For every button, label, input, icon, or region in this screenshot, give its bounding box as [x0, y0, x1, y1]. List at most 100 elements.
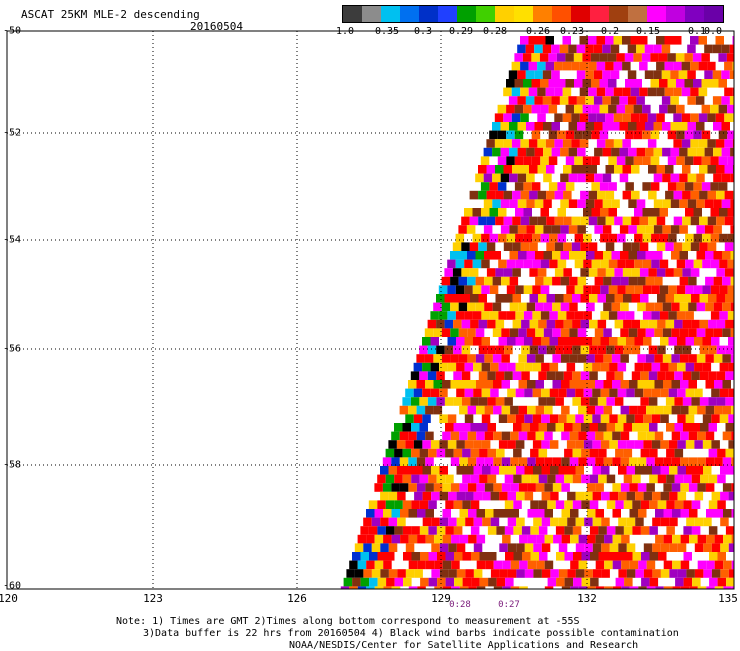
swath-cell	[621, 561, 630, 570]
swath-cell	[719, 311, 728, 320]
swath-cell	[601, 543, 610, 552]
swath-cell	[683, 320, 692, 329]
swath-cell	[603, 251, 612, 260]
swath-cell	[544, 251, 553, 260]
swath-cell	[723, 561, 732, 570]
swath-cell	[515, 79, 524, 88]
swath-cell	[462, 397, 471, 406]
swath-cell	[657, 371, 666, 380]
swath-cell	[696, 174, 705, 183]
swath-cell	[714, 380, 723, 389]
swath-cell	[618, 492, 627, 501]
swath-cell	[722, 277, 731, 286]
swath-cell	[507, 363, 515, 372]
swath-cell	[524, 285, 533, 294]
swath-cell	[406, 543, 415, 552]
swath-cell	[683, 371, 692, 380]
swath-cell	[454, 552, 463, 561]
swath-cell	[484, 199, 493, 208]
swath-cell	[428, 449, 437, 458]
swath-cell	[488, 449, 497, 458]
swath-cell	[609, 208, 618, 217]
swath-cell	[708, 217, 717, 226]
swath-cell	[592, 208, 601, 217]
lat-label: -56	[3, 344, 21, 355]
swath-cell	[445, 294, 454, 303]
swath-cell	[482, 337, 491, 346]
swath-cell	[642, 182, 651, 191]
swath-cell	[465, 389, 474, 398]
swath-cell	[649, 397, 658, 406]
swath-cell	[693, 53, 702, 62]
swath-cell	[662, 122, 671, 131]
swath-cell	[471, 552, 480, 561]
swath-cell	[714, 354, 723, 363]
swath-cell	[566, 131, 575, 140]
swath-cell	[481, 260, 490, 269]
swath-cell	[555, 217, 564, 226]
swath-cell	[606, 268, 615, 277]
swath-cell	[445, 500, 454, 509]
swath-cell	[488, 526, 497, 535]
swath-cell	[408, 380, 417, 389]
swath-cell	[615, 500, 624, 509]
swath-cell	[620, 277, 629, 286]
swath-cell	[694, 337, 703, 346]
swath-cell	[690, 88, 699, 97]
swath-cell	[560, 148, 569, 157]
swath-cell	[655, 432, 664, 441]
swath-cell	[705, 199, 714, 208]
swath-cell	[383, 535, 392, 544]
swath-cell	[369, 552, 378, 561]
swath-cell	[550, 337, 559, 346]
swath-cell	[556, 500, 565, 509]
swath-cell	[702, 156, 711, 165]
swath-cell	[588, 62, 597, 71]
swath-cell	[592, 285, 601, 294]
swath-cell	[411, 526, 420, 535]
swath-cell	[383, 509, 392, 518]
swath-cell	[709, 449, 718, 458]
swath-cell	[532, 234, 541, 243]
swath-cell	[722, 354, 731, 363]
swath-cell	[687, 45, 696, 54]
swath-cell	[417, 380, 426, 389]
swath-cell	[479, 423, 488, 432]
swath-cell	[537, 36, 546, 45]
swath-cell	[400, 535, 409, 544]
swath-cell	[663, 354, 672, 363]
swath-cell	[569, 328, 578, 337]
swath-cell	[532, 105, 541, 114]
swath-cell	[445, 449, 454, 458]
swath-cell	[564, 475, 573, 484]
swath-cell	[363, 518, 372, 527]
swath-cell	[654, 225, 663, 234]
swath-cell	[522, 526, 531, 535]
swath-cell	[649, 449, 658, 458]
swath-cell	[726, 449, 734, 458]
swath-cell	[679, 148, 688, 157]
swath-cell	[581, 294, 590, 303]
swath-cell	[666, 397, 675, 406]
swath-cell	[652, 492, 661, 501]
swath-cell	[561, 432, 570, 441]
swath-cell	[584, 569, 593, 578]
swath-cell	[577, 148, 586, 157]
swath-cell	[644, 492, 653, 501]
swath-cell	[551, 96, 560, 105]
swath-cell	[459, 303, 468, 312]
swath-cell	[634, 156, 643, 165]
swath-cell	[662, 45, 671, 54]
swath-cell	[527, 483, 536, 492]
swath-cell	[643, 440, 652, 449]
swath-cell	[425, 432, 434, 441]
swath-cell	[541, 414, 550, 423]
swath-cell	[507, 440, 516, 449]
swath-cell	[719, 285, 728, 294]
swath-cell	[672, 509, 681, 518]
swath-cell	[383, 483, 392, 492]
swath-cell	[509, 199, 518, 208]
swath-cell	[596, 561, 605, 570]
swath-cell	[632, 346, 641, 355]
swath-cell	[555, 397, 564, 406]
